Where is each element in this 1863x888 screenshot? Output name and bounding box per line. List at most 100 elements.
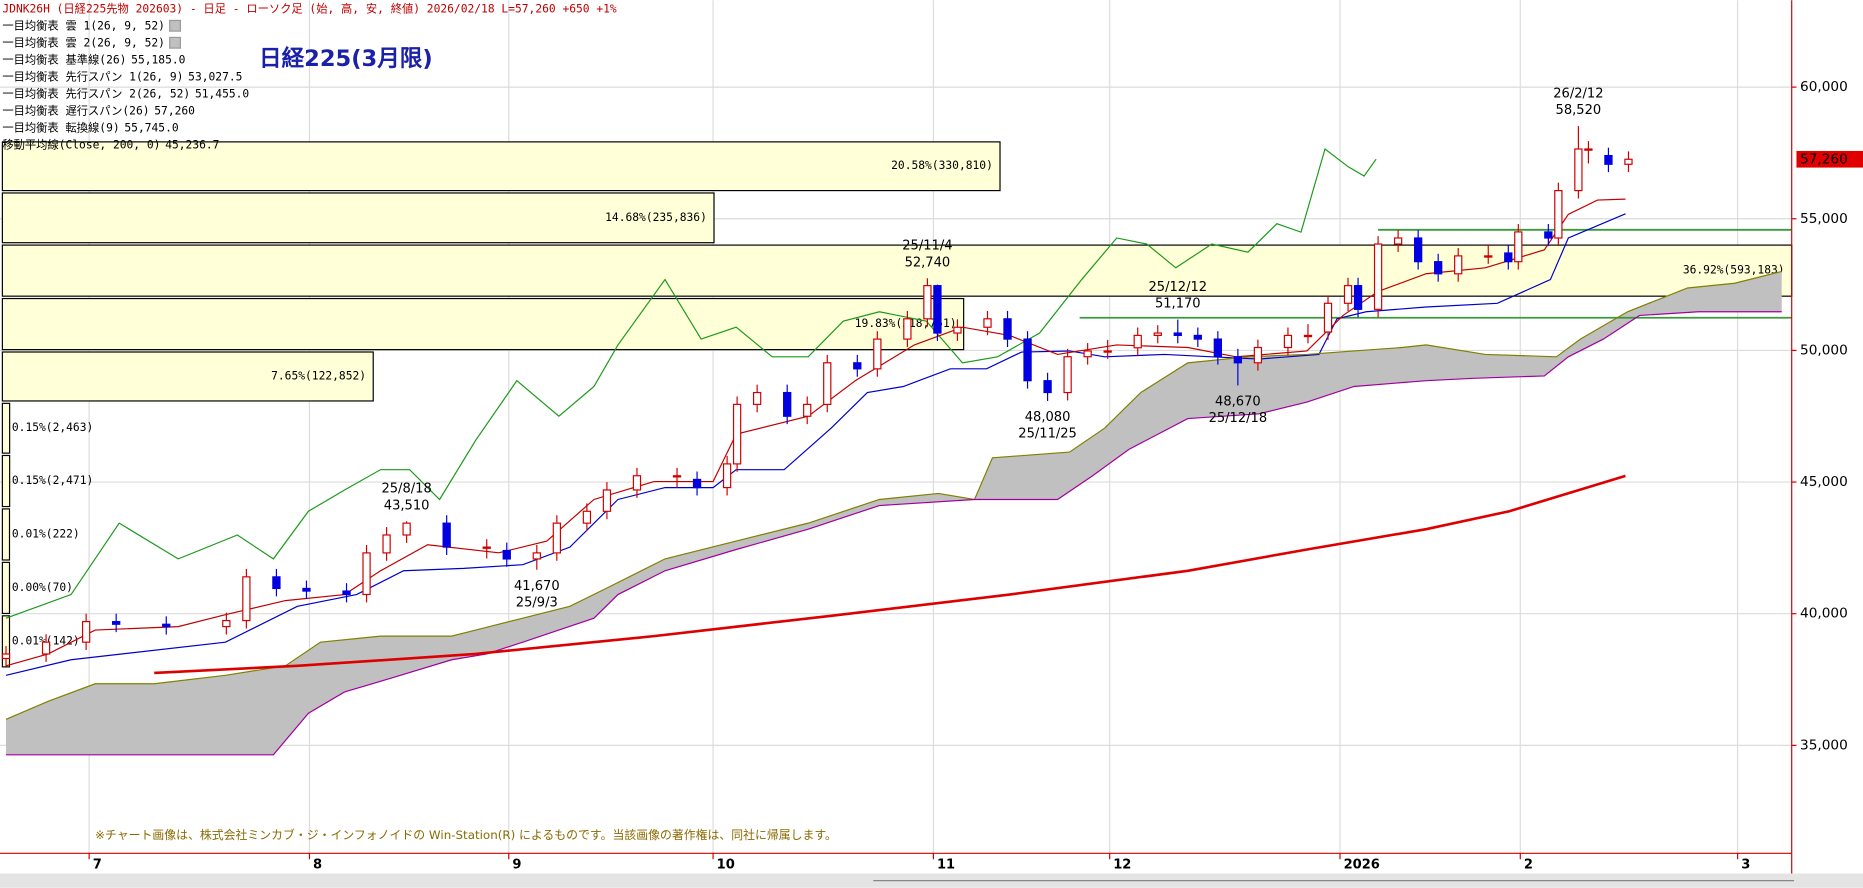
header: JDNK26H (日経225先物 202603) - 日足 - ローソク足 (始…	[2, 2, 617, 16]
candle-body	[923, 285, 932, 320]
candle-body	[442, 522, 451, 548]
legend-label: 一目均衡表 先行スパン 1(26, 9)	[2, 69, 183, 83]
candle-body	[953, 326, 962, 334]
candle-body	[873, 338, 882, 370]
lines-layer	[5, 147, 1792, 756]
candle-body	[672, 475, 682, 478]
candle-body	[933, 285, 942, 334]
candle-body	[783, 391, 792, 417]
profile-layer: 0.01%(142)0.00%(70)0.01%(222)0.15%(2,471…	[1, 141, 1793, 668]
annotation-value: 41,670	[514, 579, 560, 594]
legend-swatch	[169, 19, 181, 32]
candle-body	[532, 552, 541, 560]
legend-label: 一目均衡表 先行スパン 2(26, 52)	[2, 86, 190, 100]
candle-body	[1233, 356, 1243, 364]
x-tick-label: 2026	[1344, 858, 1380, 873]
profile-bar	[1, 297, 965, 351]
x-tick-label: 7	[93, 858, 102, 873]
candle-body	[1514, 231, 1523, 263]
annotation-value: 51,170	[1155, 297, 1201, 312]
x-tick-label: 11	[937, 858, 955, 873]
candle-body	[1434, 261, 1443, 275]
candle-body	[342, 590, 351, 596]
last-price-label: 57,260	[1800, 151, 1848, 167]
y-tick-label: 50,000	[1800, 342, 1848, 358]
candle-body	[402, 522, 411, 536]
candle-body	[1103, 350, 1112, 353]
legend-value: 55,185.0	[131, 53, 185, 66]
candle-body	[1133, 334, 1142, 349]
legend-value: 53,027.5	[188, 70, 242, 83]
candle-body	[362, 552, 371, 596]
candle-body	[1484, 255, 1493, 258]
candle-body	[1353, 285, 1363, 310]
x-tick-label: 12	[1113, 858, 1131, 873]
candle-body	[752, 391, 762, 405]
copyright-note: ※チャート画像は、株式会社ミンカブ・ジ・インフォノイドの Win-Station…	[95, 828, 837, 842]
candle-body	[1043, 380, 1052, 394]
x-tick-label: 9	[512, 858, 521, 873]
x-tick-label: 3	[1741, 858, 1750, 873]
profile-bar	[1, 615, 11, 668]
legend-swatch	[169, 36, 181, 49]
legend-label: 一目均衡表 基準線(26)	[2, 52, 126, 66]
candle-body	[482, 546, 491, 549]
candle-body	[1253, 346, 1263, 364]
candle-body	[382, 534, 391, 554]
series-line	[5, 147, 1377, 619]
legend-value: 45,236.7	[165, 138, 219, 151]
candle-body	[1173, 332, 1182, 337]
candle-body	[1454, 255, 1463, 275]
profile-bar	[1, 508, 11, 561]
series-line	[5, 213, 1626, 676]
candle-body	[502, 549, 511, 560]
candle-body	[41, 641, 51, 655]
candle-body	[823, 362, 832, 405]
profile-label: 36.92%(593,183)	[1683, 264, 1785, 277]
annotation-date: 25/11/4	[902, 239, 952, 254]
annotation-date: 25/9/3	[516, 596, 558, 611]
candles-layer	[1, 126, 1633, 667]
candle-body	[552, 522, 562, 554]
legend-label: 一目均衡表 雲 2(26, 9, 52)	[2, 35, 165, 49]
candle-body	[582, 510, 592, 524]
series-line	[154, 474, 1626, 675]
legend-label: 一目均衡表 雲 1(26, 9, 52)	[2, 18, 165, 32]
profile-label: 20.58%(330,810)	[891, 159, 993, 172]
candle-body	[81, 621, 91, 643]
annotation-value: 43,510	[384, 498, 430, 513]
candle-body	[1003, 318, 1012, 340]
profile-label: 0.15%(2,471)	[12, 474, 93, 487]
cloud-layer	[6, 271, 1782, 755]
last-price-box	[1796, 150, 1863, 168]
series-line	[6, 311, 1782, 756]
candle-body	[853, 362, 862, 370]
candle-body	[903, 318, 912, 340]
annotation-value: 48,670	[1215, 395, 1261, 410]
annotation-value: 52,740	[905, 255, 951, 270]
profile-bar	[1, 192, 715, 244]
candle-body	[1584, 148, 1593, 151]
candle-body	[1604, 154, 1613, 165]
legend-value: 51,455.0	[195, 87, 249, 100]
candle-body	[272, 576, 281, 590]
profile-bar	[1, 454, 11, 508]
candle-body	[722, 463, 732, 489]
x-tick-label: 8	[313, 858, 322, 873]
y-tick-label: 45,000	[1800, 474, 1848, 490]
candle-body	[632, 475, 642, 491]
legend-label: 一目均衡表 遅行スパン(26)	[2, 103, 149, 117]
candle-body	[1544, 231, 1553, 239]
candle-body	[112, 621, 121, 625]
candle-body	[732, 403, 742, 465]
candle-body	[222, 619, 231, 628]
candle-body	[1343, 285, 1353, 304]
candle-body	[1023, 338, 1032, 382]
legend-value: 57,260	[154, 104, 195, 117]
candle-body	[1283, 334, 1293, 349]
profile-bar	[1, 351, 374, 402]
profile-label: 0.15%(2,463)	[12, 421, 93, 434]
candle-body	[1303, 334, 1313, 338]
